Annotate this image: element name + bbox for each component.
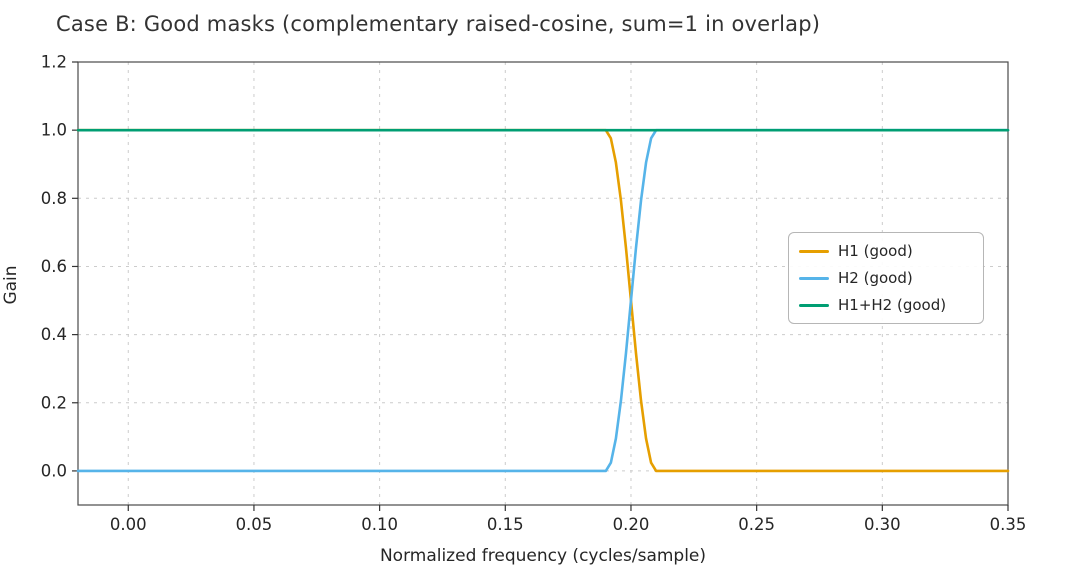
legend-line-sum-swatch	[799, 303, 829, 307]
x-tick-label: 0.00	[110, 515, 147, 534]
y-tick-label: 0.2	[41, 393, 67, 412]
x-tick-label: 0.15	[487, 515, 524, 534]
legend: H1 (good) H2 (good) H1+H2 (good)	[788, 232, 984, 324]
x-tick-label: 0.25	[738, 515, 775, 534]
y-axis-label: Gain	[1, 265, 21, 305]
x-tick-label: 0.30	[864, 515, 901, 534]
legend-item-h1: H1 (good)	[799, 242, 969, 260]
legend-label-h2: H2 (good)	[838, 269, 913, 287]
x-axis-label: Normalized frequency (cycles/sample)	[379, 546, 707, 566]
y-tick-label: 0.0	[41, 461, 67, 480]
x-tick-label: 0.05	[236, 515, 273, 534]
legend-item-h2: H2 (good)	[799, 269, 969, 287]
axes-spines	[77, 61, 1009, 506]
legend-line-h1-swatch	[799, 249, 829, 253]
y-tick-label: 1.0	[41, 121, 67, 140]
legend-item-sum: H1+H2 (good)	[799, 296, 969, 314]
x-tick-label: 0.10	[361, 515, 398, 534]
x-tick-label: 0.35	[990, 515, 1027, 534]
legend-line-h2-swatch	[799, 276, 829, 280]
y-tick-label: 1.2	[41, 53, 67, 72]
chart-title: Case B: Good masks (complementary raised…	[56, 12, 821, 36]
y-tick-label: 0.6	[41, 257, 67, 276]
y-tick-label: 0.4	[41, 325, 67, 344]
x-tick-label: 0.20	[613, 515, 650, 534]
y-tick-label: 0.8	[41, 189, 67, 208]
legend-label-sum: H1+H2 (good)	[838, 296, 947, 314]
legend-label-h1: H1 (good)	[838, 242, 913, 260]
